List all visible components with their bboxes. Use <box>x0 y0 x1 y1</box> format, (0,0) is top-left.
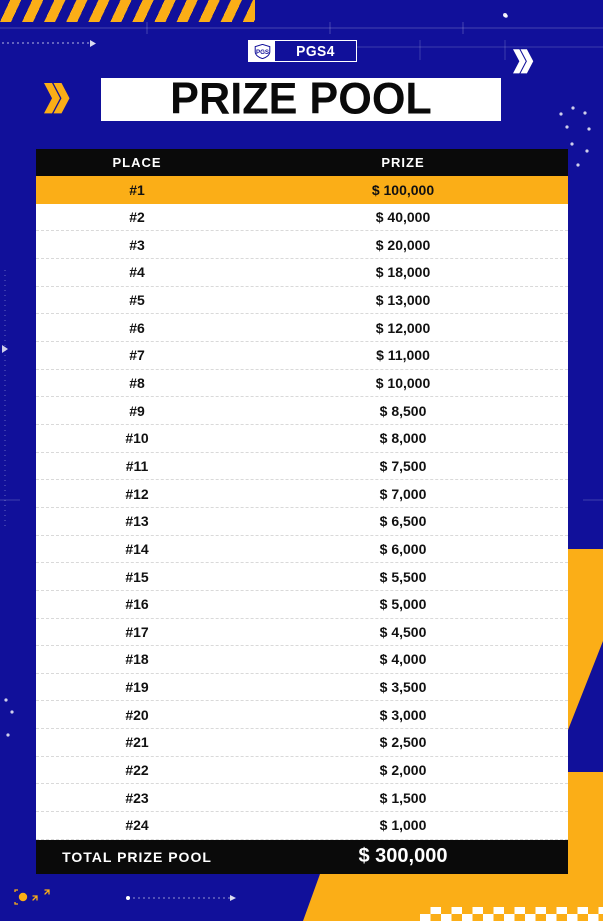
svg-text:PGS: PGS <box>255 49 268 56</box>
